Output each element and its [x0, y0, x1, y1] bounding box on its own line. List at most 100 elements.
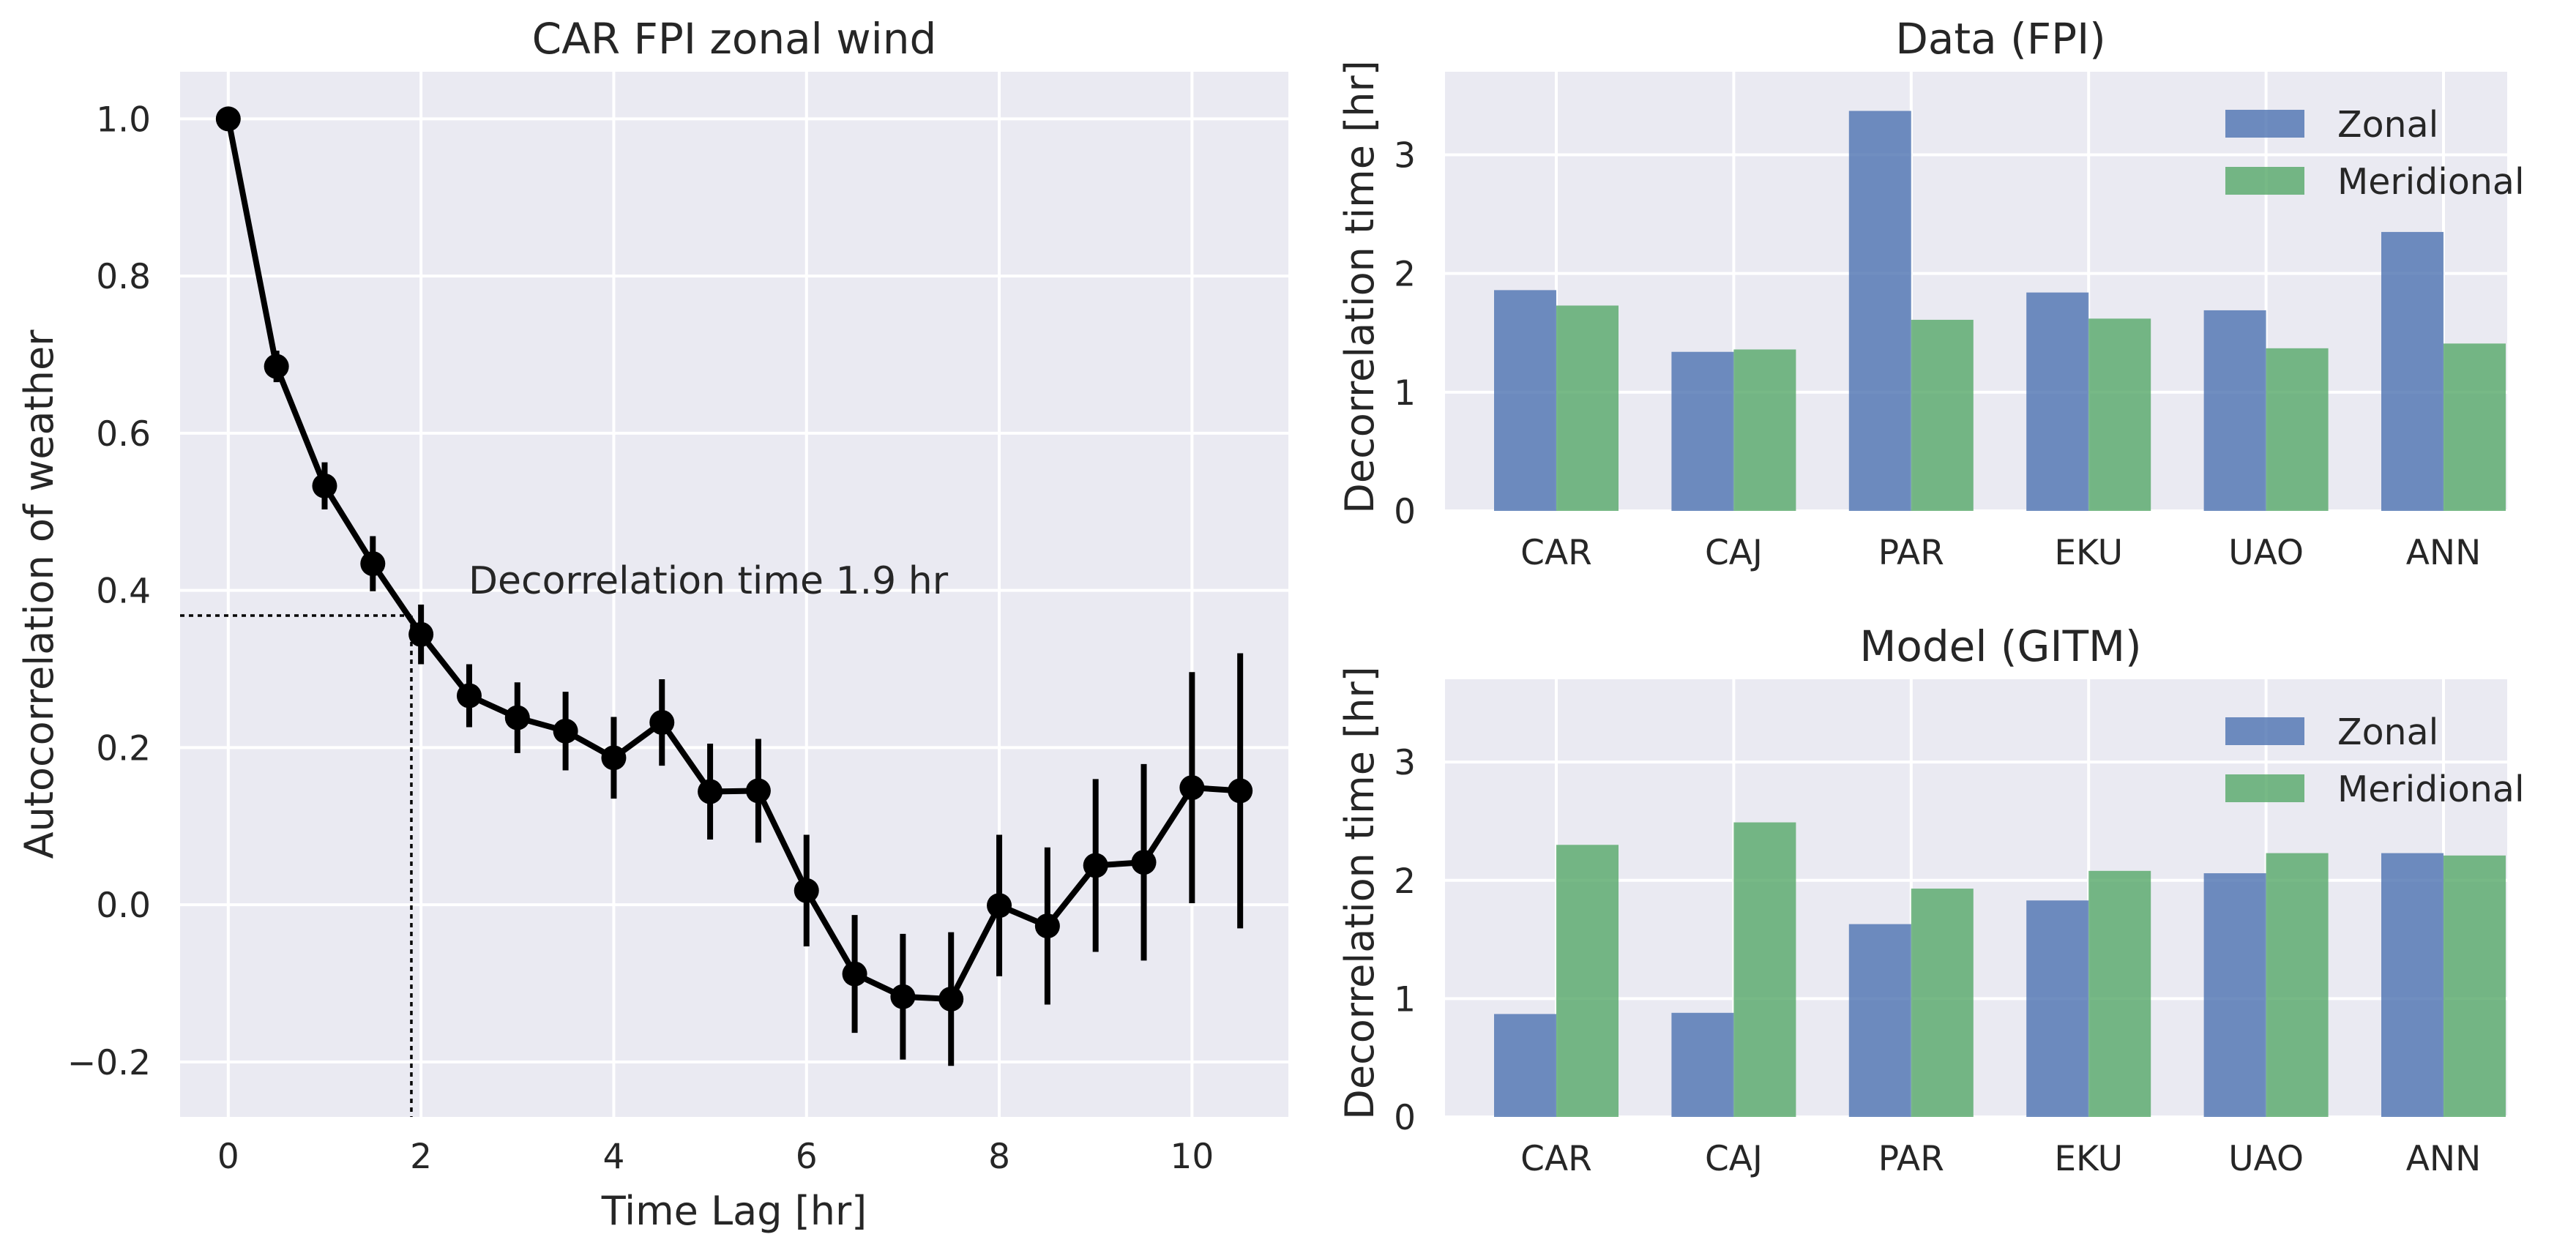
y-tick-label: 1: [1394, 979, 1416, 1020]
bar-zonal-eku: [2026, 900, 2089, 1117]
y-tick-label: 3: [1394, 743, 1416, 783]
bar-meridional-caj: [1733, 822, 1796, 1117]
x-tick-labels: 0 2 4 6 8 10: [217, 1137, 1214, 1177]
data-point: [504, 705, 530, 730]
bar-meridional-ann: [2444, 855, 2506, 1117]
data-point: [938, 986, 964, 1012]
bar-meridional-eku: [2088, 318, 2151, 511]
y-tick-label: 2: [1394, 861, 1416, 902]
x-tick-label: 0: [217, 1137, 239, 1177]
data-point: [649, 710, 675, 736]
x-tick-label: EKU: [2054, 533, 2123, 573]
bar-zonal-caj: [1671, 351, 1734, 511]
data-point: [698, 779, 723, 804]
legend-swatch-zonal: [2225, 717, 2304, 745]
x-tick-labels: CAR CAJ PAR EKU UAO ANN: [1520, 1139, 2481, 1179]
data-point: [1131, 850, 1157, 875]
data-point: [745, 778, 771, 804]
bar-meridional-par: [1911, 319, 1974, 511]
x-tick-label: ANN: [2406, 533, 2481, 573]
x-tick-label: 4: [602, 1137, 624, 1177]
data-point: [794, 878, 819, 903]
y-tick-labels: 0 1 2 3: [1394, 136, 1416, 532]
grid: [180, 72, 1288, 1117]
plot-area: [180, 72, 1288, 1117]
legend: Zonal Meridional: [2225, 104, 2525, 203]
bar-zonal-par: [1848, 924, 1911, 1117]
x-tick-label: 2: [410, 1137, 432, 1177]
bar-meridional-par: [1911, 889, 1974, 1117]
y-tick-label: 1: [1394, 373, 1416, 414]
data-point: [987, 893, 1012, 919]
y-tick-label: 3: [1394, 136, 1416, 176]
data-fpi-chart: CAR CAJ PAR EKU UAO ANN 0 1 2 3 Zonal Meridional…: [1337, 14, 2525, 573]
y-tick-label: 0.6: [96, 414, 151, 455]
legend-swatch-meridional: [2225, 167, 2304, 195]
x-tick-label: UAO: [2228, 533, 2304, 573]
bar-zonal-uao: [2203, 873, 2266, 1117]
x-tick-label: UAO: [2228, 1139, 2304, 1179]
x-tick-label: CAR: [1520, 533, 1592, 573]
legend-label-meridional: Meridional: [2337, 769, 2525, 810]
bar-meridional-car: [1556, 305, 1619, 511]
plot-area: [1445, 72, 2507, 511]
bar-meridional-uao: [2266, 348, 2329, 511]
bar-meridional-car: [1556, 845, 1619, 1117]
data-point: [264, 354, 289, 379]
y-tick-label: 0: [1394, 492, 1416, 532]
data-point: [1179, 775, 1205, 801]
data-point: [553, 718, 578, 744]
legend-label-zonal: Zonal: [2337, 711, 2438, 753]
bar-meridional-eku: [2088, 870, 2151, 1117]
x-tick-label: ANN: [2406, 1139, 2481, 1179]
bar-zonal-ann: [2381, 231, 2444, 511]
legend-swatch-zonal: [2225, 110, 2304, 138]
y-tick-labels: 1.0 0.8 0.6 0.4 0.2 0.0 −0.2: [67, 100, 151, 1083]
plot-area: [1445, 679, 2507, 1117]
x-tick-label: PAR: [1878, 1139, 1944, 1179]
legend-label-meridional: Meridional: [2337, 161, 2525, 203]
data-point: [360, 551, 386, 577]
chart-title: Model (GITM): [1859, 621, 2141, 671]
data-point: [1228, 778, 1253, 804]
data-point: [1034, 913, 1060, 939]
x-tick-label: CAJ: [1705, 1139, 1763, 1179]
y-axis-label: Decorrelation time [hr]: [1337, 60, 1383, 513]
data-point: [601, 745, 627, 771]
x-tick-label: 6: [796, 1137, 818, 1177]
bar-zonal-ann: [2381, 853, 2444, 1117]
data-point: [1083, 853, 1108, 878]
decorrelation-annotation: Decorrelation time 1.9 hr: [468, 559, 949, 603]
y-tick-label: 0: [1394, 1098, 1416, 1138]
y-tick-label: 0.0: [96, 886, 151, 926]
data-point: [890, 984, 916, 1009]
y-tick-label: −0.2: [67, 1043, 151, 1083]
bar-meridional-ann: [2444, 343, 2506, 511]
bars: [1494, 111, 2506, 511]
bar-zonal-par: [1848, 111, 1911, 511]
bar-zonal-car: [1494, 290, 1556, 511]
x-tick-labels: CAR CAJ PAR EKU UAO ANN: [1520, 533, 2481, 573]
model-gitm-chart: CAR CAJ PAR EKU UAO ANN 0 1 2 3 Zonal Meridional…: [1337, 621, 2525, 1179]
autocorrelation-line: [225, 118, 1241, 1002]
y-tick-label: 1.0: [96, 100, 151, 140]
chart-title: CAR FPI zonal wind: [532, 14, 937, 64]
data-point: [215, 106, 241, 132]
legend-label-zonal: Zonal: [2337, 104, 2438, 146]
x-axis-label: Time Lag [hr]: [601, 1188, 867, 1234]
x-tick-label: EKU: [2054, 1139, 2123, 1179]
bar-meridional-uao: [2266, 853, 2329, 1117]
y-axis-label: Autocorrelation of weather: [16, 329, 62, 859]
y-tick-labels: 0 1 2 3: [1394, 743, 1416, 1138]
bars: [1494, 822, 2506, 1117]
bar-zonal-uao: [2203, 310, 2266, 511]
data-points: [215, 106, 1253, 1012]
chart-title: Data (FPI): [1895, 14, 2106, 64]
x-tick-label: CAR: [1520, 1139, 1592, 1179]
y-tick-label: 0.4: [96, 572, 151, 612]
y-tick-label: 0.8: [96, 257, 151, 297]
legend-swatch-meridional: [2225, 774, 2304, 802]
data-point: [456, 683, 482, 709]
bar-zonal-caj: [1671, 1012, 1734, 1117]
